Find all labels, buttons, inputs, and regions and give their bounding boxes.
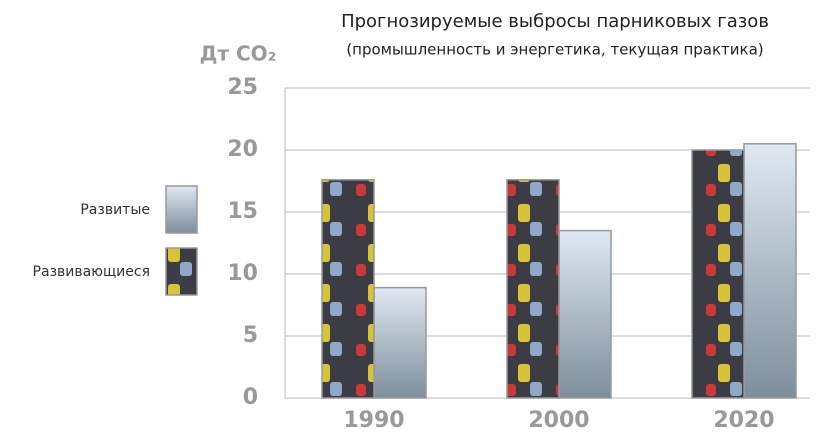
bar	[691, 149, 745, 399]
x-tick-label: 2000	[528, 408, 589, 433]
legend-label: Развитые	[80, 202, 150, 218]
bar	[743, 143, 797, 399]
y-tick-label: 20	[227, 137, 258, 162]
x-tick-label: 2020	[713, 408, 774, 433]
legend-swatch	[165, 247, 198, 296]
y-tick-label: 15	[227, 199, 258, 224]
y-tick-label: 0	[243, 385, 258, 410]
bar	[506, 179, 560, 399]
bar	[373, 286, 427, 399]
bar	[321, 179, 375, 399]
legend-label: Развивающиеся	[33, 264, 150, 280]
chart-title: Прогнозируемые выбросы парниковых газов	[341, 11, 769, 32]
x-tick-label: 1990	[343, 408, 404, 433]
chart-subtitle: (промышленность и энергетика, текущая пр…	[346, 41, 763, 59]
y-tick-label: 10	[227, 261, 258, 286]
y-axis-label: Дт CO₂	[200, 42, 277, 66]
legend-swatch	[165, 185, 198, 234]
y-tick-label: 5	[243, 323, 258, 348]
bar	[558, 229, 612, 399]
y-tick-label: 25	[227, 75, 258, 100]
